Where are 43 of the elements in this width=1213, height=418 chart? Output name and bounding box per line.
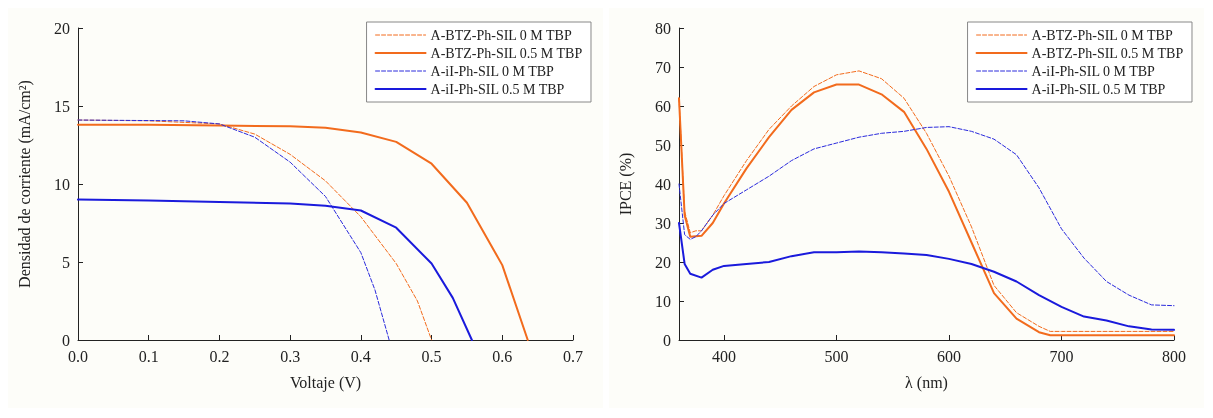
y-tick-label: 0 bbox=[62, 331, 70, 349]
legend-label: A-iI-Ph-SIL 0.5 M TBP bbox=[430, 81, 565, 97]
x-tick-label: 0.4 bbox=[350, 347, 371, 365]
y-tick-label: 80 bbox=[655, 19, 671, 37]
legend-label: A-BTZ-Ph-SIL 0.5 M TBP bbox=[430, 45, 583, 61]
x-tick-label: 500 bbox=[824, 347, 849, 365]
y-tick-label: 30 bbox=[655, 214, 671, 232]
x-axis-title: λ (nm) bbox=[905, 373, 948, 392]
y-tick-label: 40 bbox=[655, 175, 671, 193]
y-axis-title: Densidad de corriente (mA/cm²) bbox=[15, 80, 34, 288]
legend-label: A-BTZ-Ph-SIL 0 M TBP bbox=[1031, 27, 1173, 43]
line-series bbox=[77, 198, 473, 341]
x-axis-title: Voltaje (V) bbox=[289, 373, 362, 392]
legend-label: A-iI-Ph-SIL 0.5 M TBP bbox=[1031, 81, 1166, 97]
y-tick-label: 10 bbox=[54, 175, 70, 193]
line-series bbox=[678, 126, 1175, 307]
y-tick-label: 10 bbox=[655, 292, 671, 310]
x-tick-label: 400 bbox=[712, 347, 736, 365]
y-tick-label: 5 bbox=[62, 253, 70, 271]
y-tick-label: 50 bbox=[655, 136, 671, 154]
y-axis-title: IPCE (%) bbox=[616, 152, 635, 216]
x-tick-label: 700 bbox=[1049, 347, 1074, 365]
legend-label: A-BTZ-Ph-SIL 0 M TBP bbox=[430, 27, 572, 43]
y-tick-label: 70 bbox=[655, 58, 671, 76]
x-tick-label: 600 bbox=[937, 347, 961, 365]
x-tick-label: 0.2 bbox=[209, 347, 230, 365]
line-series bbox=[77, 123, 529, 341]
legend-label: A-BTZ-Ph-SIL 0.5 M TBP bbox=[1031, 45, 1184, 61]
x-tick-label: 0.0 bbox=[68, 347, 88, 365]
y-tick-label: 0 bbox=[663, 331, 671, 349]
legend-label: A-iI-Ph-SIL 0 M TBP bbox=[1031, 63, 1156, 79]
x-tick-label: 0.1 bbox=[138, 347, 159, 365]
x-tick-label: 0.3 bbox=[280, 347, 301, 365]
x-tick-label: 800 bbox=[1162, 347, 1186, 365]
y-tick-label: 20 bbox=[655, 253, 671, 271]
x-tick-label: 0.7 bbox=[563, 347, 583, 365]
line-series bbox=[678, 222, 1175, 331]
x-tick-label: 0.6 bbox=[492, 347, 513, 365]
y-tick-label: 20 bbox=[54, 19, 70, 37]
y-tick-label: 15 bbox=[54, 97, 70, 115]
x-tick-label: 0.5 bbox=[421, 347, 442, 365]
legend-label: A-iI-Ph-SIL 0 M TBP bbox=[430, 63, 555, 79]
y-tick-label: 60 bbox=[655, 97, 671, 115]
